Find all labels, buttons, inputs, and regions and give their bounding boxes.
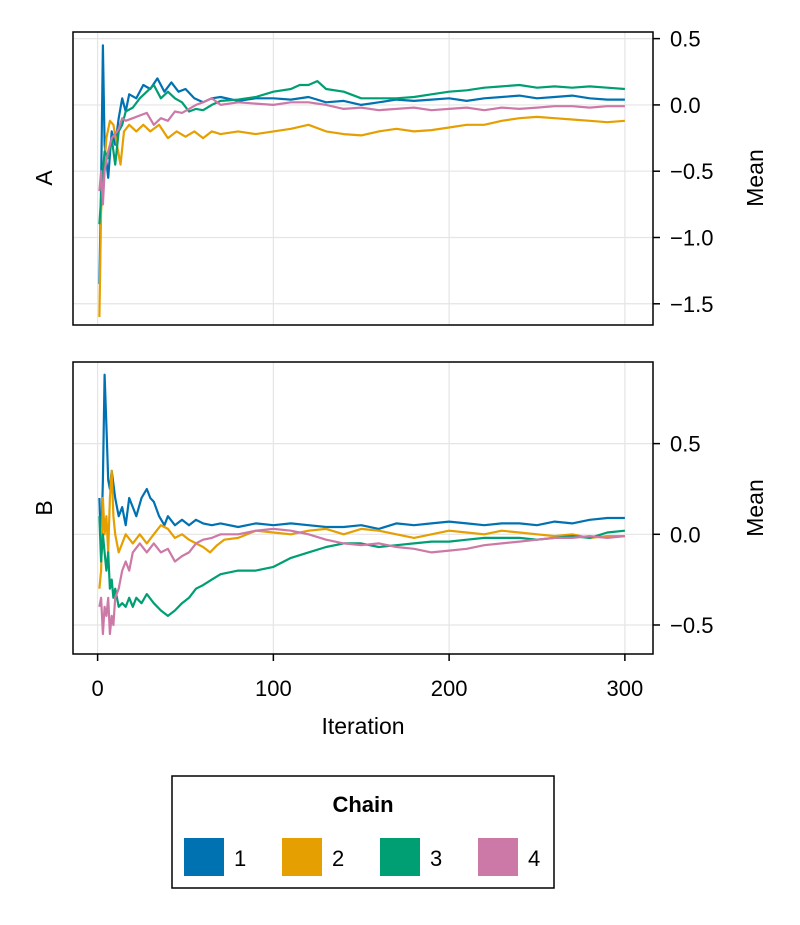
legend-label: 3 [430, 846, 442, 871]
legend-swatch [478, 838, 518, 876]
panel-a-frame [72, 31, 654, 326]
panel-b-grid [73, 362, 653, 654]
panel-b-row-label: B [31, 500, 57, 515]
legend-item-chain-3: 3 [380, 838, 442, 876]
panel-a-series-chain-2 [98, 115, 625, 318]
panel-b-series-chain-4 [98, 527, 626, 636]
y-tick-label: −0.5 [670, 159, 713, 184]
panel-a-y-axis-title: Mean [742, 149, 768, 207]
y-tick-label: 0.5 [670, 27, 701, 52]
legend-swatch [282, 838, 322, 876]
panel-b-series-chain-3 [98, 516, 626, 617]
x-tick-label: 0 [91, 676, 103, 701]
legend-label: 1 [234, 846, 246, 871]
legend-label: 2 [332, 846, 344, 871]
panel-b: B Mean 0.5 0.0 −0.5 0 100 200 300 [31, 361, 768, 701]
panel-b-series-chain-2 [98, 469, 625, 589]
legend-label: 4 [528, 846, 540, 871]
legend-title: Chain [332, 792, 393, 817]
legend: Chain 1 2 3 4 [171, 775, 555, 889]
y-tick-label: −0.5 [670, 613, 713, 638]
panel-a-series-chain-1 [98, 44, 625, 284]
panel-b-series-chain-1 [98, 373, 625, 554]
panel-b-y-axis-title: Mean [742, 479, 768, 537]
legend-swatch [380, 838, 420, 876]
x-tick-label: 200 [431, 676, 468, 701]
x-tick-label: 300 [607, 676, 644, 701]
x-axis-title: Iteration [321, 713, 404, 739]
panel-a: A Mean 0.5 0.0 −0.5 −1.0 −1.5 [31, 27, 768, 326]
y-tick-label: 0.0 [670, 522, 701, 547]
panel-a-series-chain-4 [98, 97, 625, 206]
y-tick-label: −1.5 [670, 292, 713, 317]
panel-a-row-label: A [31, 170, 57, 186]
y-tick-label: 0.5 [670, 432, 701, 457]
y-tick-label: 0.0 [670, 93, 701, 118]
legend-item-chain-2: 2 [282, 838, 344, 876]
x-tick-label: 100 [255, 676, 292, 701]
legend-swatch [184, 838, 224, 876]
legend-item-chain-4: 4 [478, 838, 540, 876]
panel-b-frame [72, 361, 654, 655]
legend-item-chain-1: 1 [184, 838, 246, 876]
y-tick-label: −1.0 [670, 225, 713, 250]
panel-a-series-chain-3 [98, 80, 625, 225]
